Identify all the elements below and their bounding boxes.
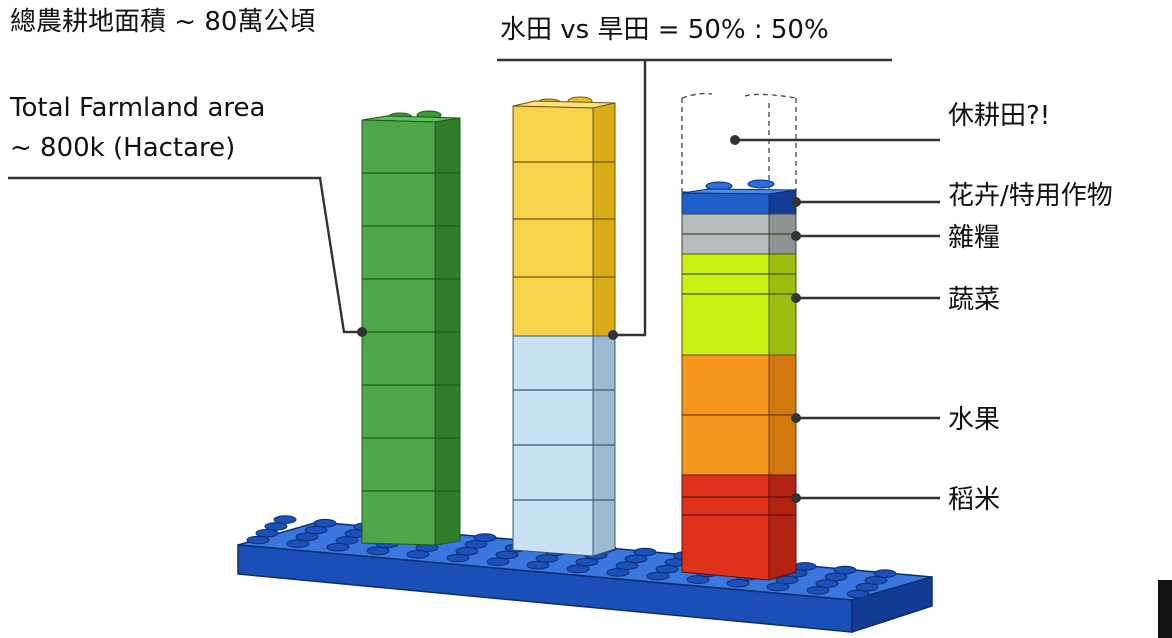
stud <box>473 533 497 542</box>
label-vegetables: 蔬菜 <box>948 285 1001 315</box>
label-flowers: 花卉/特用作物 <box>948 181 1113 211</box>
label-fallow: 休耕田?! <box>948 101 1051 131</box>
leader-dots <box>357 135 801 503</box>
stud <box>335 536 359 545</box>
title-en-line2: ~ 800k (Hactare) <box>10 133 236 163</box>
title-zh: 總農耕地面積 ~ 80萬公頃 <box>10 7 316 37</box>
stud <box>575 557 599 567</box>
stud <box>313 518 337 528</box>
label-grains: 雜糧 <box>948 223 1001 253</box>
stud <box>864 576 888 585</box>
stud <box>766 582 790 592</box>
crop-column <box>681 92 797 581</box>
stud <box>655 564 679 574</box>
stud <box>304 525 328 535</box>
stud <box>686 575 710 584</box>
stud <box>806 586 830 595</box>
label-fruit: 水果 <box>948 405 1001 435</box>
stud <box>606 568 630 577</box>
stud <box>566 564 590 574</box>
stud <box>464 540 488 549</box>
label-rice: 稻米 <box>948 485 1001 515</box>
stud <box>406 550 430 559</box>
paddy-dryland-column <box>512 96 616 557</box>
stud <box>793 562 817 571</box>
stud <box>326 542 350 552</box>
stud <box>273 515 297 524</box>
stud <box>615 561 639 570</box>
stud <box>366 546 390 556</box>
stud <box>255 528 279 538</box>
stud <box>646 571 670 581</box>
stud <box>535 554 559 563</box>
corner-logo <box>1158 580 1172 638</box>
title-en-line1: Total Farmland area <box>10 93 266 123</box>
stud <box>295 532 319 542</box>
stud <box>526 560 550 570</box>
stud <box>246 535 270 545</box>
stud <box>815 579 839 588</box>
stud <box>873 569 897 578</box>
stud <box>624 554 648 564</box>
stud <box>846 589 870 599</box>
stud <box>286 539 310 548</box>
stud <box>455 546 479 556</box>
ratio-label: 水田 vs 旱田 = 50% : 50% <box>500 15 829 45</box>
green-column <box>361 110 461 546</box>
stud <box>446 553 470 563</box>
stud <box>726 578 750 588</box>
stud <box>633 547 657 557</box>
stud <box>775 575 799 585</box>
stud <box>264 522 288 531</box>
stud <box>495 550 519 560</box>
leader-lines <box>8 58 940 500</box>
stud <box>486 557 510 566</box>
stud <box>824 572 848 582</box>
stud <box>855 582 879 592</box>
stud <box>833 565 857 575</box>
